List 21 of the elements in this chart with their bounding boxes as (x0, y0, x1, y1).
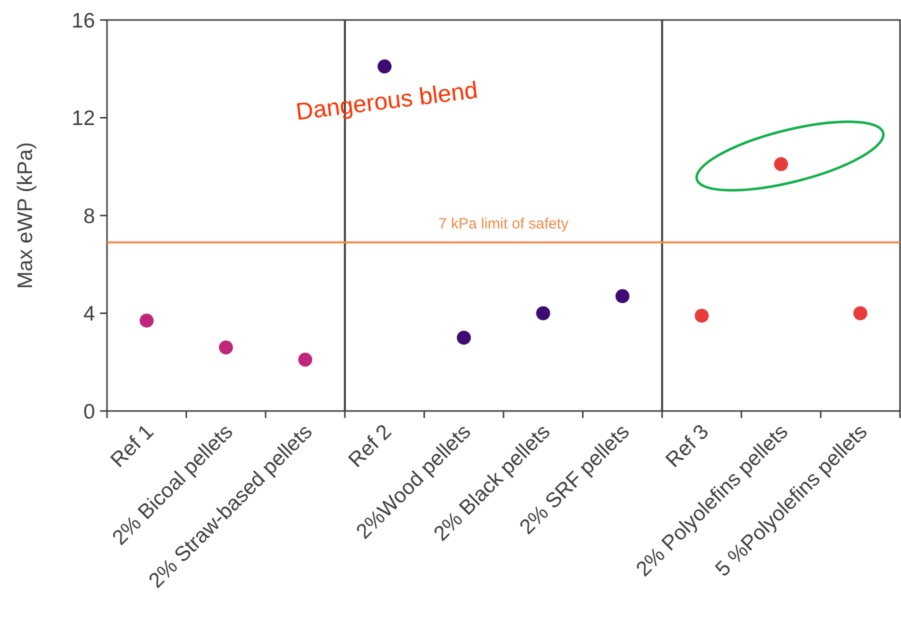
point (456, 330, 471, 345)
point (615, 289, 630, 304)
y-tick-label: 0 (83, 400, 95, 424)
y-tick-label: 12 (72, 107, 95, 130)
point (218, 340, 233, 354)
point (694, 308, 709, 323)
y-tick-label: 8 (83, 204, 95, 228)
y-tick-label: 16 (72, 9, 95, 32)
point (774, 157, 788, 172)
point (298, 352, 312, 367)
x-tick-label: Ref 3 (662, 420, 714, 472)
y-axis-title: Max eWP (kPa) (14, 142, 37, 289)
ref-line-label: 7 kPa limit of safety (438, 215, 570, 232)
point (378, 59, 392, 74)
point (140, 314, 154, 328)
y-tick-label: 4 (83, 302, 96, 326)
annotation: Dangerous blend (294, 76, 480, 126)
point (853, 306, 868, 320)
x-tick-label: Ref 1 (106, 420, 158, 472)
point (536, 306, 550, 320)
x-tick-label: Ref 2 (344, 420, 396, 472)
